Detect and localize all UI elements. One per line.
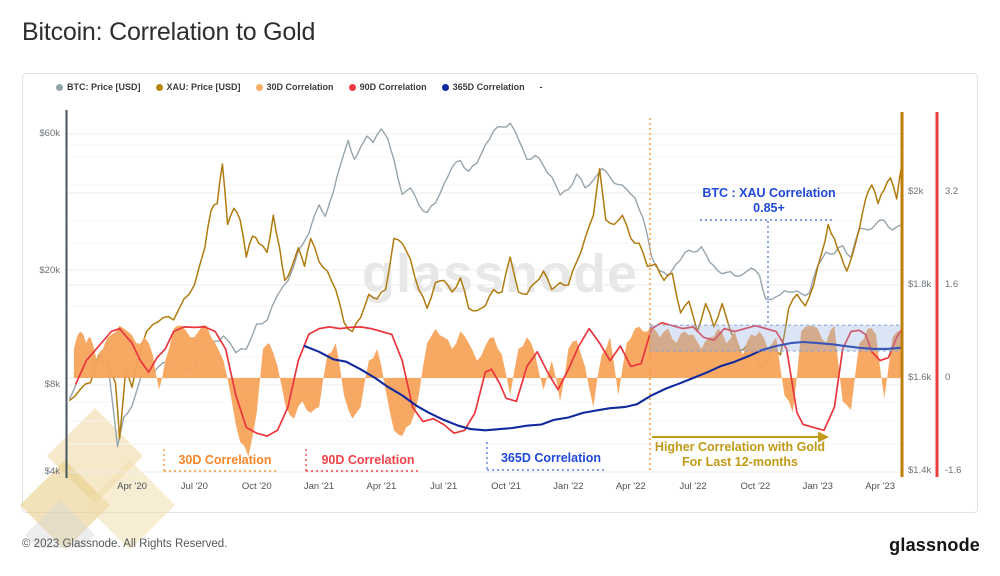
x-axis-date-label: Jul '22: [679, 481, 707, 492]
y-axis-corr-label: 1.6: [945, 279, 959, 290]
legend-dot: [348, 83, 356, 91]
page-title: Bitcoin: Correlation to Gold: [22, 18, 316, 46]
annotation-callout-line2: 0.85+: [753, 201, 785, 215]
y-axis-xau-label: $1.8k: [908, 279, 932, 290]
legend-label: 30D Correlation: [266, 82, 334, 92]
legend-label: XAU: Price [USD]: [166, 82, 241, 92]
legend-label: 365D Correlation: [452, 82, 525, 92]
series-90d-correlation: [75, 321, 902, 437]
y-axis-btc-label: $20k: [39, 265, 60, 277]
annotation-higher-correlation-line1: Higher Correlation with Gold: [654, 440, 826, 454]
gold-arrow-head: [818, 431, 829, 443]
x-axis-date-label: Apr '20: [117, 481, 147, 492]
x-axis-date-label: Apr '22: [615, 481, 646, 492]
glassnode-wordmark: glassnode: [889, 535, 980, 555]
series-xau-price-usd-: [68, 163, 902, 440]
y-axis-corr-label: 0: [945, 372, 951, 383]
y-axis-btc-label: $8k: [44, 379, 60, 391]
chart-legend: BTC: Price [USD] XAU: Price [USD] 30D Corr…: [56, 82, 543, 92]
legend-item-365d-correlation[interactable]: 365D Correlation: [441, 82, 525, 92]
legend-label: -: [539, 82, 543, 92]
y-axis-btc-label: $60k: [39, 128, 60, 139]
x-axis-date-label: Oct '22: [740, 481, 771, 492]
y-axis-xau-label: $1.6k: [908, 372, 932, 383]
x-axis-date-label: Jan '22: [553, 481, 584, 492]
y-axis-xau-label: $2k: [908, 186, 924, 197]
y-axis-xau-label: $1.4k: [908, 465, 932, 476]
annotation-90d-correlation: 90D Correlation: [321, 453, 415, 467]
annotation-30d-correlation: 30D Correlation: [178, 453, 272, 467]
legend-dot: [255, 83, 263, 91]
x-axis-date-label: Oct '20: [241, 481, 272, 492]
x-axis-date-label: Jul '20: [180, 481, 208, 492]
legend-dot: [155, 83, 163, 91]
legend-item-30d-correlation[interactable]: 30D Correlation: [255, 82, 334, 92]
x-axis-date-label: Jul '21: [430, 481, 458, 492]
y-axis-corr-label: -1.6: [945, 465, 962, 476]
x-axis-date-label: Jan '21: [303, 481, 335, 492]
annotation-callout-line1: BTC : XAU Correlation: [702, 186, 836, 200]
x-axis-date-label: Apr '23: [865, 481, 896, 492]
y-axis-corr-label: 3.2: [945, 186, 959, 197]
annotation-higher-correlation: Higher Correlation with Gold For Last 12…: [644, 440, 836, 470]
series-30d-correlation-area: [73, 325, 901, 457]
series-365d-correlation: [303, 340, 902, 432]
legend-item--[interactable]: -: [540, 82, 543, 92]
x-axis-date-label: Jan '23: [802, 481, 833, 492]
y-axis-btc-label: $4k: [44, 466, 60, 477]
annotation-btc-xau-correlation: BTC : XAU Correlation 0.85+: [688, 186, 850, 216]
footer-copyright: © 2023 Glassnode. All Rights Reserved.: [22, 538, 228, 550]
legend-item-90d-correlation[interactable]: 90D Correlation: [348, 82, 427, 92]
legend-item-xau-price-usd-[interactable]: XAU: Price [USD]: [155, 82, 241, 92]
legend-dot: [441, 83, 449, 91]
annotation-365d-correlation: 365D Correlation: [500, 451, 602, 465]
legend-label: 90D Correlation: [359, 82, 427, 92]
series-btc-price-usd-: [69, 122, 902, 448]
legend-label: BTC: Price [USD]: [67, 82, 141, 92]
legend-item-btc-price-usd-[interactable]: BTC: Price [USD]: [56, 82, 141, 92]
highlight-box-085-correlation: [649, 324, 903, 352]
x-axis-date-label: Apr '21: [366, 481, 397, 492]
legend-dot: [56, 83, 63, 91]
annotation-higher-correlation-line2: For Last 12-months: [682, 455, 798, 469]
x-axis-date-label: Oct '21: [491, 481, 521, 492]
